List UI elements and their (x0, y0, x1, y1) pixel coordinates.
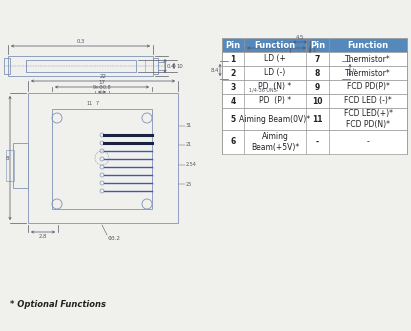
Bar (222, 80, 407, 94)
Text: 8: 8 (5, 156, 9, 161)
Text: 2.8: 2.8 (39, 234, 47, 239)
Bar (222, 130, 407, 154)
Text: * Optional Functions: * Optional Functions (10, 300, 106, 309)
Text: -: - (367, 137, 369, 147)
Bar (52, 109, 152, 209)
Text: Thermistor*: Thermistor* (345, 55, 391, 64)
Text: 1: 1 (231, 55, 236, 64)
Text: LD (-): LD (-) (264, 69, 286, 77)
Text: Function: Function (254, 40, 296, 50)
Text: Function: Function (347, 40, 388, 50)
Text: 7: 7 (315, 55, 320, 64)
Text: 5: 5 (231, 115, 236, 123)
Text: Pin: Pin (226, 40, 240, 50)
Text: -: - (316, 137, 319, 147)
Text: 25: 25 (186, 181, 192, 186)
Text: 10: 10 (312, 97, 323, 106)
Text: 0.3: 0.3 (76, 39, 85, 44)
Text: Aiming
Beam(+5V)*: Aiming Beam(+5V)* (251, 132, 299, 152)
Bar (222, 108, 407, 130)
Text: Thermistor*: Thermistor* (345, 69, 391, 77)
Bar (222, 66, 407, 80)
Text: 3: 3 (231, 82, 236, 91)
Bar (8, 56, 153, 76)
Bar (6, 150, 14, 181)
Bar (222, 38, 407, 52)
Text: 10: 10 (176, 64, 183, 69)
Bar (226, 67, 234, 77)
Bar (28, 93, 178, 223)
Text: Pin: Pin (310, 40, 325, 50)
Text: 4.5: 4.5 (296, 35, 304, 40)
Text: 7: 7 (95, 101, 99, 106)
Text: 1/4-36 UNS-: 1/4-36 UNS- (249, 88, 279, 93)
Text: 2: 2 (231, 69, 236, 77)
Text: PD  (N) *: PD (N) * (259, 82, 292, 91)
Text: 9: 9 (315, 82, 320, 91)
Bar (4, 58, 10, 74)
Bar (340, 67, 346, 77)
Text: 1: 1 (312, 48, 315, 53)
Text: 8.4: 8.4 (210, 68, 219, 72)
Text: 31: 31 (186, 123, 192, 128)
Bar (244, 79, 309, 87)
Text: FCD LED (-)*: FCD LED (-)* (344, 97, 392, 106)
Bar (158, 62, 165, 70)
Bar (222, 52, 407, 66)
Text: FCD LED(+)*
FCD PD(N)*: FCD LED(+)* FCD PD(N)* (344, 109, 393, 129)
Text: 2.54: 2.54 (186, 162, 197, 167)
Text: 21: 21 (186, 143, 192, 148)
Bar (26, 60, 136, 72)
Text: FCD PD(P)*: FCD PD(P)* (346, 82, 390, 91)
Text: 9×Φ0.8: 9×Φ0.8 (93, 85, 111, 90)
Text: LD (+: LD (+ (264, 55, 286, 64)
Text: h: h (352, 68, 356, 72)
Bar (230, 61, 340, 79)
Text: Aiming Beam(0V)*: Aiming Beam(0V)* (240, 115, 311, 123)
Text: 11: 11 (87, 101, 93, 106)
Text: PD  (P) *: PD (P) * (259, 97, 291, 106)
Text: 17: 17 (99, 80, 106, 85)
Text: 4: 4 (231, 97, 236, 106)
Bar (153, 58, 158, 74)
Text: 8: 8 (315, 69, 320, 77)
Text: 6: 6 (231, 137, 236, 147)
Text: 14: 14 (273, 41, 280, 46)
Text: 11: 11 (312, 115, 323, 123)
Bar (13, 143, 28, 188)
Text: 0.4: 0.4 (167, 64, 175, 69)
Text: 22: 22 (99, 74, 106, 79)
Bar (244, 53, 309, 61)
Text: Φ3.2: Φ3.2 (108, 236, 121, 241)
Bar (222, 94, 407, 108)
